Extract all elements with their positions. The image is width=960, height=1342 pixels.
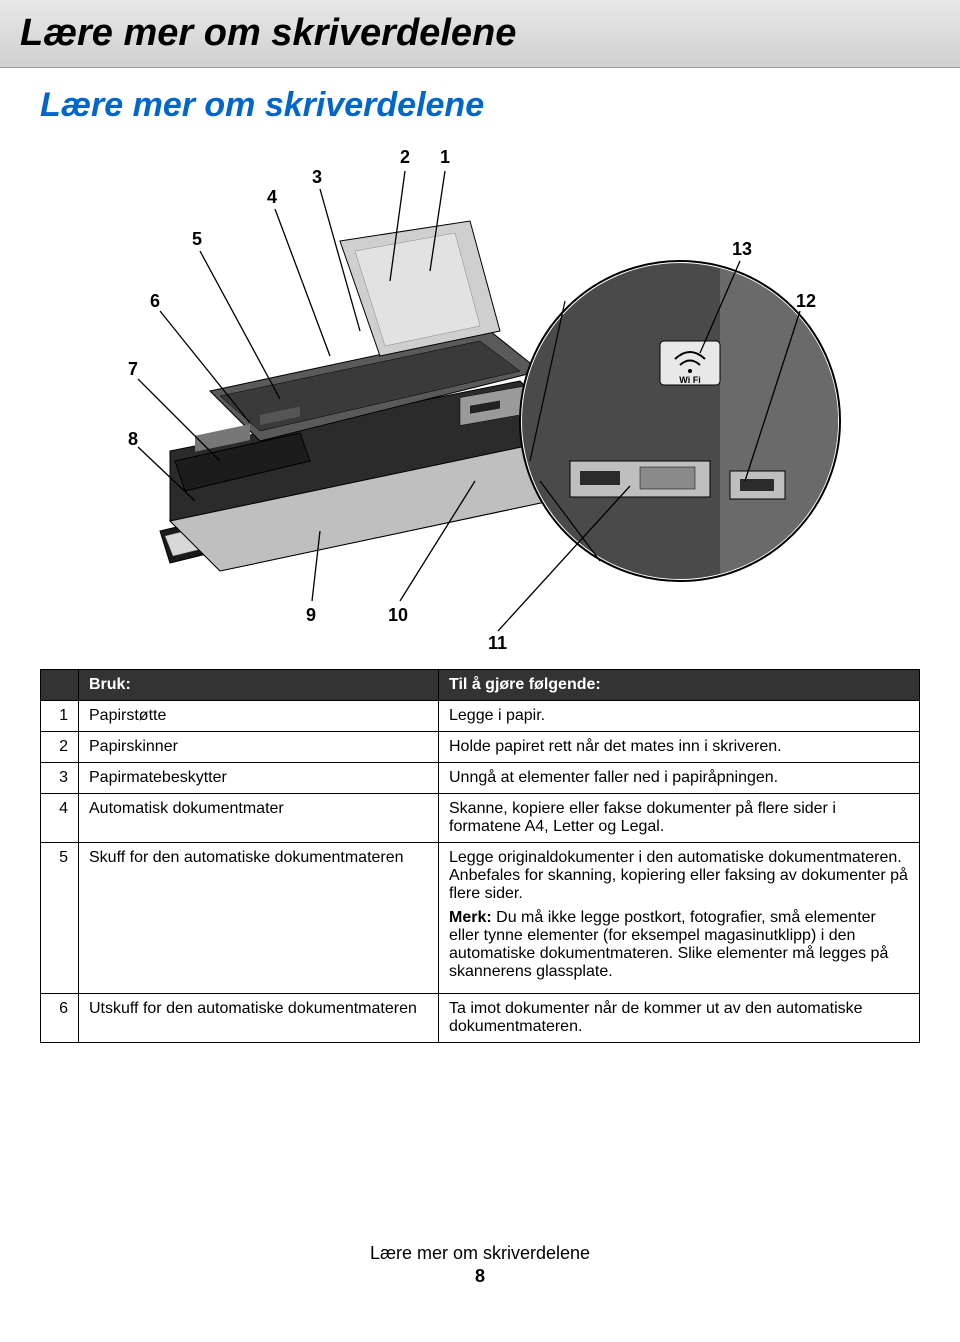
cell-purpose: Skanne, kopiere eller fakse dokumenter p… [439, 794, 920, 843]
parts-table: Bruk: Til å gjøre følgende: 1 Papirstøtt… [40, 669, 920, 1043]
page-footer: Lære mer om skriverdelene 8 [40, 1243, 920, 1287]
cell-purpose-para1: Legge originaldokumenter i den automatis… [449, 849, 909, 903]
cell-use: Automatisk dokumentmater [79, 794, 439, 843]
table-row: 1 Papirstøtte Legge i papir. [41, 701, 920, 732]
printer-diagram-svg: Wi Fi [100, 131, 860, 651]
label-6: 6 [150, 291, 160, 311]
page-content: Lære mer om skriverdelene [0, 68, 960, 1327]
cell-num: 3 [41, 763, 79, 794]
section-title: Lære mer om skriverdelene [40, 86, 920, 125]
footer-page-number: 8 [40, 1266, 920, 1287]
table-row: 4 Automatisk dokumentmater Skanne, kopie… [41, 794, 920, 843]
label-10: 10 [388, 605, 408, 625]
label-9: 9 [306, 605, 316, 625]
label-13: 13 [732, 239, 752, 259]
cell-purpose-note: Merk: Du må ikke legge postkort, fotogra… [449, 909, 909, 981]
th-num [41, 670, 79, 701]
note-text: Du må ikke legge postkort, fotografier, … [449, 909, 888, 980]
cell-use: Papirstøtte [79, 701, 439, 732]
cell-use: Papirmatebeskytter [79, 763, 439, 794]
cell-num: 1 [41, 701, 79, 732]
label-2: 2 [400, 147, 410, 167]
cell-purpose: Holde papiret rett når det mates inn i s… [439, 732, 920, 763]
cell-use: Skuff for den automatiske dokumentmatere… [79, 843, 439, 994]
cell-purpose: Legge originaldokumenter i den automatis… [439, 843, 920, 994]
label-8: 8 [128, 429, 138, 449]
wifi-label: Wi Fi [679, 375, 700, 385]
cell-purpose: Ta imot dokumenter når de kommer ut av d… [439, 994, 920, 1043]
cell-num: 5 [41, 843, 79, 994]
table-header-row: Bruk: Til å gjøre følgende: [41, 670, 920, 701]
label-4: 4 [267, 187, 277, 207]
cell-purpose: Legge i papir. [439, 701, 920, 732]
table-row: 3 Papirmatebeskytter Unngå at elementer … [41, 763, 920, 794]
label-7: 7 [128, 359, 138, 379]
cell-num: 6 [41, 994, 79, 1043]
label-11: 11 [488, 633, 507, 651]
label-12: 12 [796, 291, 816, 311]
table-row: 5 Skuff for den automatiske dokumentmate… [41, 843, 920, 994]
label-5: 5 [192, 229, 202, 249]
cell-use: Utskuff for den automatiske dokumentmate… [79, 994, 439, 1043]
label-3: 3 [312, 167, 322, 187]
printer-body [160, 221, 550, 571]
table-row: 6 Utskuff for den automatiske dokumentma… [41, 994, 920, 1043]
footer-title: Lære mer om skriverdelene [40, 1243, 920, 1264]
cell-num: 2 [41, 732, 79, 763]
th-use: Bruk: [79, 670, 439, 701]
table-row: 2 Papirskinner Holde papiret rett når de… [41, 732, 920, 763]
page-header: Lære mer om skriverdelene [0, 0, 960, 68]
label-1: 1 [440, 147, 450, 167]
cell-use: Papirskinner [79, 732, 439, 763]
cell-num: 4 [41, 794, 79, 843]
page-header-title: Lære mer om skriverdelene [20, 12, 516, 54]
note-label: Merk: [449, 909, 492, 926]
th-purpose: Til å gjøre følgende: [439, 670, 920, 701]
cell-purpose: Unngå at elementer faller ned i papiråpn… [439, 763, 920, 794]
printer-diagram: Wi Fi [40, 131, 920, 651]
